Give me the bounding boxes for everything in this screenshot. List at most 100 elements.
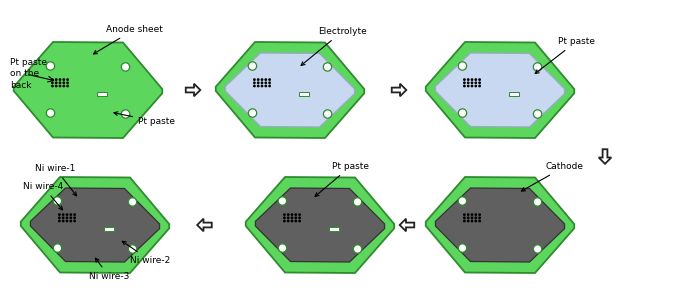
Circle shape (463, 213, 466, 216)
Circle shape (59, 85, 61, 87)
Circle shape (295, 216, 297, 219)
Circle shape (69, 213, 72, 216)
Circle shape (62, 220, 65, 222)
Circle shape (295, 220, 297, 222)
Text: Pt paste
on the
back: Pt paste on the back (10, 58, 47, 90)
Circle shape (47, 62, 55, 70)
Polygon shape (255, 188, 385, 262)
Circle shape (253, 78, 256, 81)
Circle shape (290, 213, 293, 216)
Circle shape (268, 81, 271, 84)
Circle shape (59, 81, 61, 84)
Polygon shape (13, 42, 162, 138)
Circle shape (69, 220, 72, 222)
Circle shape (283, 220, 286, 222)
Circle shape (458, 62, 466, 70)
Polygon shape (21, 177, 169, 273)
Circle shape (65, 213, 68, 216)
Circle shape (261, 81, 264, 84)
Circle shape (253, 85, 256, 87)
Circle shape (287, 213, 290, 216)
Circle shape (463, 78, 466, 81)
Polygon shape (104, 227, 115, 231)
Circle shape (470, 81, 473, 84)
Circle shape (55, 81, 57, 84)
Circle shape (283, 216, 286, 219)
Polygon shape (98, 92, 107, 96)
Circle shape (264, 78, 267, 81)
Circle shape (478, 220, 481, 222)
Circle shape (463, 216, 466, 219)
Circle shape (121, 110, 130, 118)
Text: Ni wire-1: Ni wire-1 (35, 164, 77, 196)
Circle shape (474, 81, 477, 84)
Circle shape (62, 216, 65, 219)
Polygon shape (510, 92, 520, 96)
Circle shape (458, 244, 466, 252)
Circle shape (458, 109, 466, 117)
Text: Pt paste: Pt paste (315, 162, 369, 196)
Circle shape (55, 85, 57, 87)
Circle shape (533, 198, 542, 206)
Circle shape (470, 216, 473, 219)
Circle shape (66, 85, 69, 87)
Circle shape (66, 78, 69, 81)
Circle shape (474, 216, 477, 219)
Circle shape (51, 81, 54, 84)
Circle shape (268, 78, 271, 81)
Circle shape (458, 197, 466, 205)
Circle shape (69, 216, 72, 219)
Polygon shape (400, 219, 415, 231)
Polygon shape (330, 227, 340, 231)
Circle shape (66, 81, 69, 84)
Circle shape (478, 78, 481, 81)
Polygon shape (186, 84, 200, 96)
Polygon shape (426, 177, 574, 273)
Circle shape (73, 216, 76, 219)
Circle shape (63, 85, 65, 87)
Circle shape (257, 78, 259, 81)
Circle shape (463, 220, 466, 222)
Circle shape (55, 78, 57, 81)
Circle shape (474, 220, 477, 222)
Circle shape (470, 85, 473, 87)
Text: Pt paste: Pt paste (535, 37, 595, 74)
Circle shape (58, 213, 61, 216)
Circle shape (533, 245, 542, 253)
Circle shape (533, 110, 542, 118)
Circle shape (467, 81, 470, 84)
Circle shape (248, 109, 257, 117)
Circle shape (287, 220, 290, 222)
Circle shape (298, 213, 301, 216)
Circle shape (65, 216, 68, 219)
Polygon shape (435, 188, 565, 262)
Circle shape (63, 81, 65, 84)
Circle shape (257, 81, 259, 84)
Circle shape (65, 220, 68, 222)
Circle shape (324, 63, 332, 71)
Circle shape (278, 244, 286, 252)
Circle shape (353, 245, 362, 253)
Circle shape (121, 63, 129, 71)
Circle shape (478, 216, 481, 219)
Circle shape (264, 85, 267, 87)
Circle shape (63, 78, 65, 81)
Text: Ni wire-2: Ni wire-2 (122, 241, 171, 265)
Circle shape (463, 85, 466, 87)
Circle shape (295, 213, 297, 216)
Circle shape (261, 85, 264, 87)
Circle shape (290, 220, 293, 222)
Polygon shape (392, 84, 406, 96)
Circle shape (73, 220, 76, 222)
Text: Ni wire-3: Ni wire-3 (89, 258, 129, 281)
Circle shape (62, 213, 65, 216)
Circle shape (128, 198, 137, 206)
Circle shape (264, 81, 267, 84)
Circle shape (298, 216, 301, 219)
Circle shape (467, 216, 470, 219)
Circle shape (51, 78, 54, 81)
Circle shape (53, 197, 61, 205)
Text: Anode sheet: Anode sheet (94, 25, 163, 54)
Circle shape (248, 62, 257, 70)
Polygon shape (246, 177, 394, 273)
